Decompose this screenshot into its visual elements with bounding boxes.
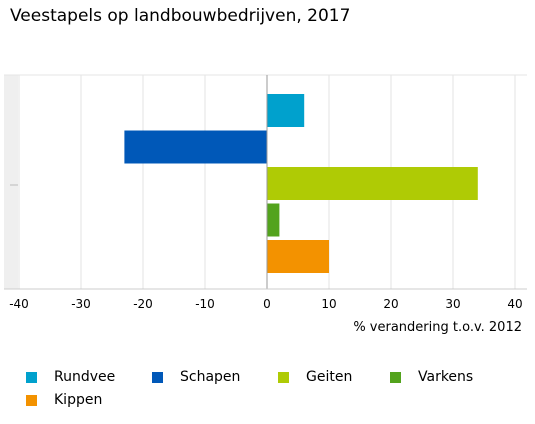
- legend-label: Kippen: [54, 392, 103, 408]
- x-tick-label: -20: [133, 297, 153, 311]
- x-axis-title: % verandering t.o.v. 2012: [353, 320, 522, 335]
- legend-swatch: [26, 394, 37, 406]
- x-tick-label: -10: [195, 297, 215, 311]
- legend-swatch: [152, 371, 163, 383]
- legend-label: Varkens: [418, 369, 474, 385]
- legend-swatch: [390, 371, 401, 383]
- legend-label: Geiten: [306, 369, 353, 385]
- bar-kippen[interactable]: [267, 240, 329, 273]
- legend-label: Schapen: [180, 369, 241, 385]
- plot-side-strip: [4, 75, 18, 289]
- x-tick-label: -30: [71, 297, 91, 311]
- bar-geiten[interactable]: [267, 167, 478, 200]
- legend-item-kippen[interactable]: Kippen: [26, 392, 102, 408]
- bars: [124, 94, 478, 273]
- x-tick-labels: -40 -30 -20 -10 0 10 20 30 40: [9, 297, 522, 311]
- x-tick-label: 30: [445, 297, 460, 311]
- bar-rundvee[interactable]: [267, 94, 305, 127]
- legend-swatch: [278, 371, 289, 383]
- legend-swatch: [26, 371, 37, 383]
- x-tick-label: -40: [9, 297, 29, 311]
- legend-item-rundvee[interactable]: Rundvee: [26, 369, 115, 385]
- legend-label: Rundvee: [54, 369, 116, 385]
- chart-title: Veestapels op landbouwbedrijven, 2017: [10, 6, 351, 26]
- bar-schapen[interactable]: [124, 130, 268, 164]
- legend-item-geiten[interactable]: Geiten: [278, 369, 352, 385]
- x-tick-label: 10: [321, 297, 336, 311]
- bar-varkens[interactable]: [267, 203, 280, 237]
- legend-item-schapen[interactable]: Schapen: [152, 369, 240, 385]
- x-tick-label: 20: [383, 297, 398, 311]
- x-tick-label: 0: [263, 297, 271, 311]
- x-tick-label: 40: [507, 297, 522, 311]
- legend-item-varkens[interactable]: Varkens: [390, 369, 473, 385]
